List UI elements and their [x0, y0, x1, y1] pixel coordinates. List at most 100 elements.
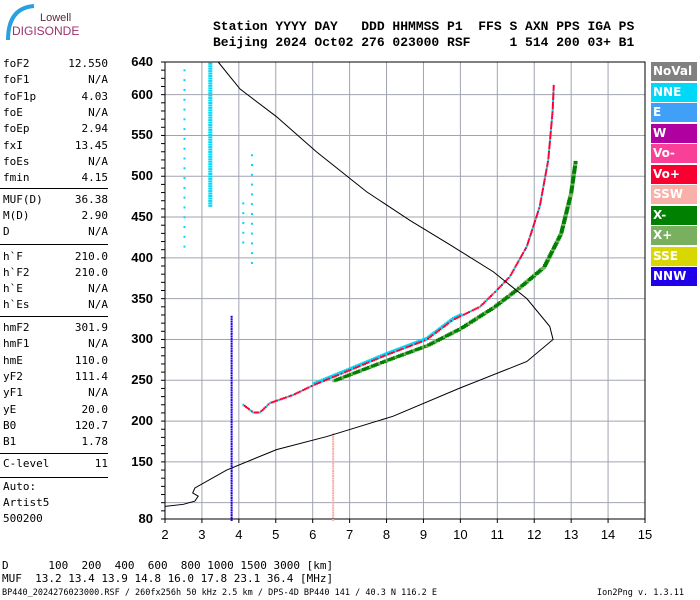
o-trace-point	[276, 399, 279, 402]
o-trace-point	[515, 263, 518, 266]
param-label: C-level	[3, 457, 50, 470]
o-trace-point	[491, 293, 494, 296]
echo-point	[183, 206, 186, 209]
param-label: hmE	[3, 354, 23, 367]
x-trace-point	[571, 172, 576, 176]
o-trace-point	[529, 232, 532, 235]
o-trace-point	[349, 368, 352, 371]
o-trace-point	[544, 172, 547, 175]
x-trace-point	[544, 260, 549, 264]
echo-point	[208, 101, 213, 104]
o-trace-point	[335, 372, 339, 375]
o-trace-point	[545, 166, 548, 169]
echo-point	[230, 401, 233, 404]
o-trace-point	[462, 313, 465, 316]
o-trace-point	[312, 382, 316, 385]
o-trace-point	[457, 316, 460, 319]
o-trace-point	[322, 377, 326, 380]
o-trace-point	[549, 133, 552, 136]
echo-point	[230, 423, 233, 426]
echo-point	[332, 496, 335, 499]
o-trace-point	[520, 255, 523, 258]
o-trace-point	[448, 321, 451, 324]
o-trace-point	[365, 360, 369, 363]
o-trace-point	[385, 353, 388, 356]
o-trace-point	[353, 367, 356, 370]
o-trace-point	[372, 359, 375, 362]
echo-point	[183, 157, 186, 160]
o-trace-point	[407, 345, 410, 348]
echo-point	[230, 394, 233, 397]
o-trace-point	[338, 373, 341, 376]
echo-point	[208, 202, 213, 205]
echo-point	[230, 406, 233, 409]
o-trace-point	[321, 380, 324, 383]
o-trace-point	[542, 184, 545, 187]
echo-point	[208, 126, 213, 129]
o-trace-point	[444, 324, 447, 327]
echo-point	[230, 428, 233, 431]
o-trace-point	[243, 404, 246, 407]
y-tick-label: 200	[131, 413, 153, 429]
x-tick-label: 13	[563, 527, 579, 542]
o-trace-point	[545, 168, 548, 171]
echo-point	[208, 138, 213, 141]
echo-point	[332, 462, 335, 465]
o-trace-point	[492, 292, 495, 295]
echo-point	[183, 79, 186, 82]
param-label: foF2	[3, 57, 30, 70]
o-trace-point	[551, 107, 554, 110]
echo-point	[208, 87, 213, 90]
echo-point	[332, 448, 335, 451]
o-trace-point	[331, 376, 334, 379]
x-tick-label: 6	[309, 527, 317, 542]
y-tick-label: 80	[138, 511, 153, 526]
y-tick-label: 600	[131, 86, 153, 102]
echo-point	[332, 492, 335, 495]
o-trace-point	[540, 195, 543, 198]
echo-point	[208, 158, 213, 161]
echo-point	[230, 506, 233, 509]
o-trace-point	[506, 278, 509, 281]
echo-point	[208, 116, 213, 119]
o-trace-point	[270, 401, 273, 404]
o-trace-point	[512, 268, 515, 271]
o-trace-point	[517, 260, 520, 263]
o-trace-point	[459, 315, 462, 318]
echo-point	[208, 62, 213, 65]
param-label: foF1	[3, 73, 30, 86]
x-trace-point	[552, 244, 557, 248]
o-trace-point	[544, 174, 547, 177]
o-trace-point	[286, 395, 289, 398]
param-value: N/A	[88, 386, 108, 399]
header-row-values: Beijing 2024 Oct02 276 023000 RSF 1 514 …	[213, 35, 635, 50]
logo-arc-icon	[6, 4, 35, 41]
o-trace-point	[480, 304, 483, 307]
o-trace-point	[433, 330, 437, 333]
x-trace-point	[562, 219, 567, 223]
echo-point	[208, 170, 213, 173]
o-trace-point	[523, 248, 526, 251]
o-trace-point	[518, 258, 521, 261]
x-trace-point	[546, 257, 551, 261]
o-trace-point	[428, 334, 432, 337]
o-trace-point	[310, 384, 313, 387]
echo-point	[230, 489, 233, 492]
o-trace-point	[549, 129, 552, 132]
param-row: hmF2 301.9	[3, 321, 108, 336]
o-trace-point	[347, 367, 351, 370]
echo-point	[230, 457, 233, 460]
legend-item-noval: NoVal	[651, 62, 697, 81]
echo-point	[332, 435, 335, 438]
o-trace-point	[531, 227, 534, 230]
logo-lowell: Lowell	[40, 12, 72, 24]
o-trace-point	[550, 119, 553, 122]
o-trace-point	[546, 160, 549, 163]
x-trace-point	[559, 232, 564, 236]
x-tick-label: 8	[382, 527, 391, 542]
o-trace-point	[347, 369, 350, 372]
o-trace-point	[314, 383, 317, 386]
o-trace-point	[358, 365, 361, 368]
x-tick-label: 15	[637, 527, 653, 542]
o-trace-point	[550, 123, 553, 126]
